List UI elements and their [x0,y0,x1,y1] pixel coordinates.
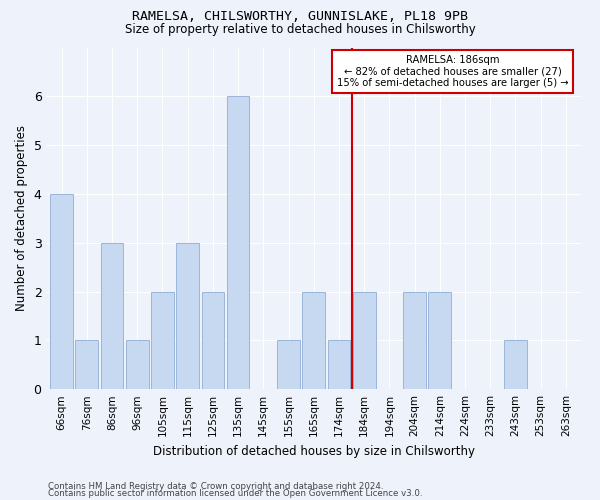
Bar [126,340,149,389]
Text: RAMELSA: 186sqm
← 82% of detached houses are smaller (27)
15% of semi-detached h: RAMELSA: 186sqm ← 82% of detached houses… [337,55,568,88]
Bar [302,292,325,389]
Text: Contains HM Land Registry data © Crown copyright and database right 2024.: Contains HM Land Registry data © Crown c… [48,482,383,491]
Bar [50,194,73,389]
Bar [428,292,451,389]
Text: RAMELSA, CHILSWORTHY, GUNNISLAKE, PL18 9PB: RAMELSA, CHILSWORTHY, GUNNISLAKE, PL18 9… [132,10,468,23]
Bar [328,340,350,389]
X-axis label: Distribution of detached houses by size in Chilsworthy: Distribution of detached houses by size … [153,444,475,458]
Bar [76,340,98,389]
Text: Size of property relative to detached houses in Chilsworthy: Size of property relative to detached ho… [125,22,475,36]
Bar [277,340,300,389]
Bar [101,242,124,389]
Text: Contains public sector information licensed under the Open Government Licence v3: Contains public sector information licen… [48,489,422,498]
Bar [227,96,250,389]
Bar [202,292,224,389]
Bar [504,340,527,389]
Bar [403,292,426,389]
Bar [151,292,174,389]
Bar [353,292,376,389]
Y-axis label: Number of detached properties: Number of detached properties [15,126,28,312]
Bar [176,242,199,389]
